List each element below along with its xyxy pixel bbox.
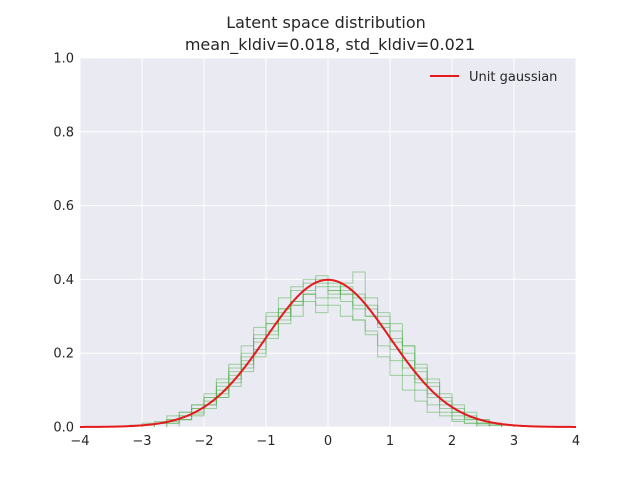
x-tick-label: −2 bbox=[194, 434, 213, 449]
x-tick-label: 4 bbox=[572, 434, 580, 449]
y-tick-label: 0.4 bbox=[53, 273, 74, 288]
grid bbox=[79, 57, 577, 428]
series-unit-gaussian bbox=[80, 278, 576, 428]
x-tick-label: 1 bbox=[386, 434, 394, 449]
y-tick-label: 0.2 bbox=[53, 347, 74, 362]
x-tick-label: −3 bbox=[132, 434, 151, 449]
x-tick-label: 3 bbox=[510, 434, 518, 449]
histogram-4 bbox=[129, 301, 478, 427]
x-tick-label: 2 bbox=[448, 434, 456, 449]
y-tick-label: 1.0 bbox=[53, 52, 74, 67]
axis-ticks: −4 −3 −2 −1 0 1 2 3 4 0.0 0.2 0.4 0.6 0.8 1.0 bbox=[53, 52, 580, 450]
y-tick-label: 0.0 bbox=[53, 421, 74, 436]
y-tick-label: 0.8 bbox=[53, 125, 74, 140]
legend: Unit gaussian bbox=[430, 70, 557, 85]
x-tick-label: 0 bbox=[324, 434, 332, 449]
x-tick-label: −4 bbox=[70, 434, 89, 449]
x-tick-label: −1 bbox=[256, 434, 275, 449]
y-tick-label: 0.6 bbox=[53, 199, 74, 214]
gaussian-curve bbox=[80, 278, 576, 428]
chart-title: Latent space distribution bbox=[226, 13, 426, 32]
legend-label: Unit gaussian bbox=[469, 70, 557, 85]
chart-subtitle: mean_kldiv=0.018, std_kldiv=0.021 bbox=[185, 35, 475, 55]
